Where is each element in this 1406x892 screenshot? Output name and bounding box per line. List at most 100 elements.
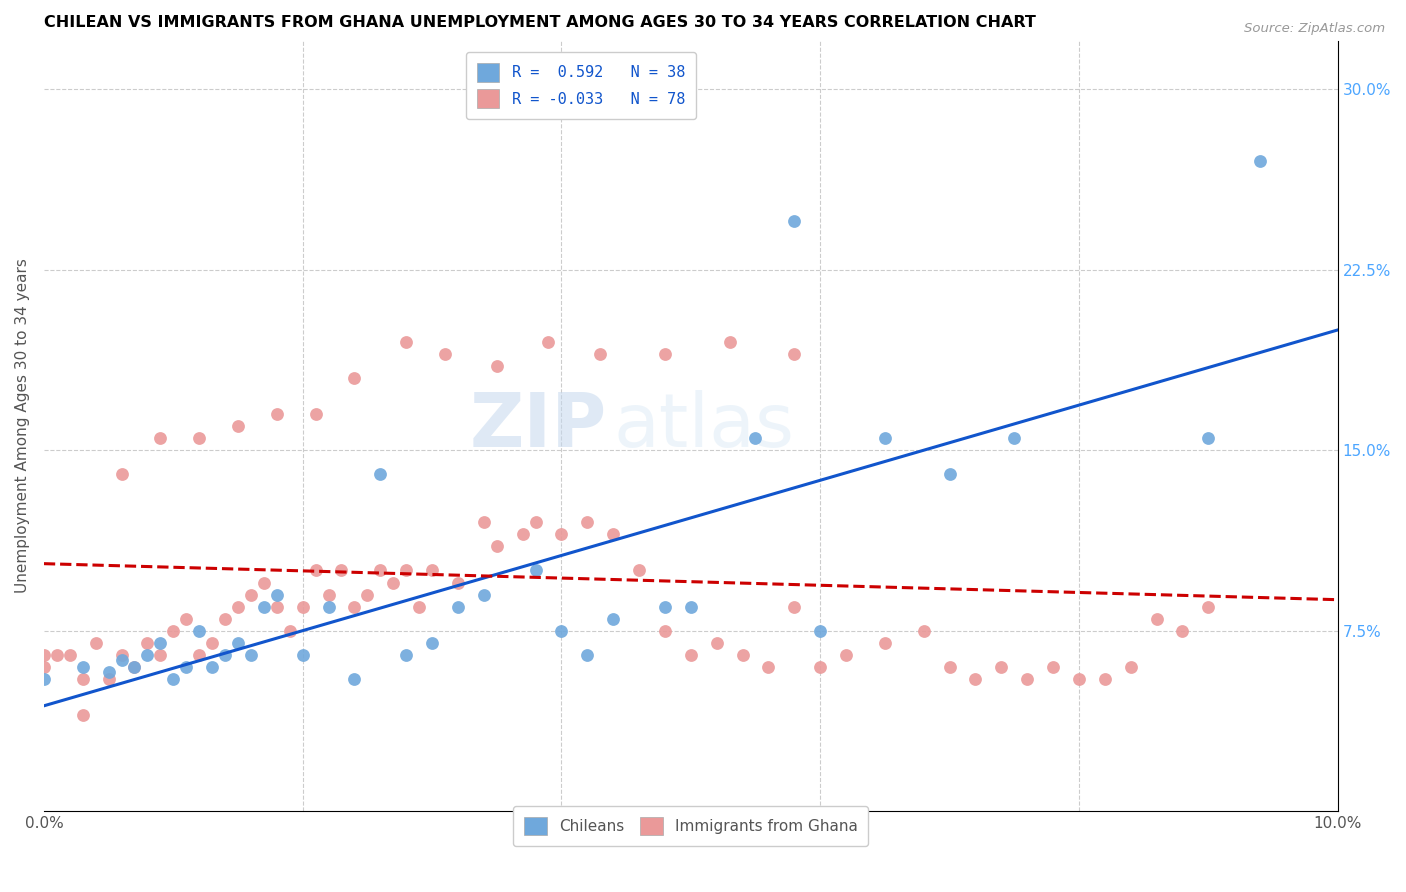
Point [239, 588, 262, 602]
Point [938, 659, 960, 673]
Point [97, 672, 120, 686]
Point [45, 648, 67, 662]
Point [84, 635, 107, 649]
Point [679, 599, 702, 614]
Point [253, 599, 276, 614]
Point [835, 648, 858, 662]
Point [188, 624, 211, 638]
Point [783, 347, 806, 361]
Point [873, 635, 896, 649]
Point [576, 516, 599, 530]
Point [318, 599, 340, 614]
Point [32, 648, 55, 662]
Point [72, 659, 94, 673]
Point [291, 599, 314, 614]
Point [174, 612, 197, 626]
Point [420, 635, 443, 649]
Point [1119, 659, 1142, 673]
Point [472, 516, 495, 530]
Point [576, 648, 599, 662]
Point [174, 659, 197, 673]
Point [808, 624, 831, 638]
Point [188, 648, 211, 662]
Point [32, 659, 55, 673]
Point [873, 431, 896, 445]
Point [343, 599, 366, 614]
Point [1197, 431, 1219, 445]
Point [1067, 672, 1090, 686]
Point [524, 564, 547, 578]
Point [330, 564, 353, 578]
Point [512, 527, 534, 541]
Point [537, 334, 560, 349]
Point [758, 659, 780, 673]
Point [447, 599, 470, 614]
Point [1146, 612, 1168, 626]
Text: ZIP: ZIP [470, 390, 606, 463]
Point [226, 635, 249, 649]
Point [72, 707, 94, 722]
Point [136, 635, 159, 649]
Text: atlas: atlas [613, 390, 794, 463]
Y-axis label: Unemployment Among Ages 30 to 34 years: Unemployment Among Ages 30 to 34 years [15, 259, 30, 593]
Point [654, 624, 676, 638]
Point [731, 648, 754, 662]
Point [201, 635, 224, 649]
Point [149, 431, 172, 445]
Point [808, 659, 831, 673]
Point [188, 431, 211, 445]
Point [744, 431, 766, 445]
Point [226, 419, 249, 434]
Point [602, 527, 624, 541]
Point [1249, 154, 1271, 169]
Point [938, 467, 960, 482]
Point [718, 334, 741, 349]
Point [162, 624, 184, 638]
Point [472, 588, 495, 602]
Point [1171, 624, 1194, 638]
Point [97, 665, 120, 679]
Point [783, 599, 806, 614]
Point [266, 599, 288, 614]
Point [1017, 672, 1039, 686]
Point [382, 575, 405, 590]
Point [343, 672, 366, 686]
Point [343, 371, 366, 385]
Point [433, 347, 456, 361]
Point [1042, 659, 1064, 673]
Point [447, 575, 470, 590]
Point [291, 648, 314, 662]
Point [124, 659, 146, 673]
Point [408, 599, 430, 614]
Point [318, 588, 340, 602]
Point [589, 347, 612, 361]
Point [395, 564, 418, 578]
Point [226, 599, 249, 614]
Point [124, 659, 146, 673]
Point [266, 588, 288, 602]
Point [110, 652, 132, 666]
Point [214, 648, 236, 662]
Text: Source: ZipAtlas.com: Source: ZipAtlas.com [1244, 22, 1385, 36]
Point [266, 407, 288, 421]
Point [239, 648, 262, 662]
Point [706, 635, 728, 649]
Point [395, 334, 418, 349]
Point [912, 624, 935, 638]
Point [136, 648, 159, 662]
Point [368, 564, 391, 578]
Point [550, 527, 572, 541]
Point [654, 347, 676, 361]
Point [32, 672, 55, 686]
Point [602, 612, 624, 626]
Point [201, 659, 224, 673]
Point [1094, 672, 1116, 686]
Point [395, 648, 418, 662]
Point [304, 407, 326, 421]
Point [627, 564, 650, 578]
Point [59, 648, 82, 662]
Point [304, 564, 326, 578]
Point [485, 359, 508, 373]
Point [783, 214, 806, 228]
Point [965, 672, 987, 686]
